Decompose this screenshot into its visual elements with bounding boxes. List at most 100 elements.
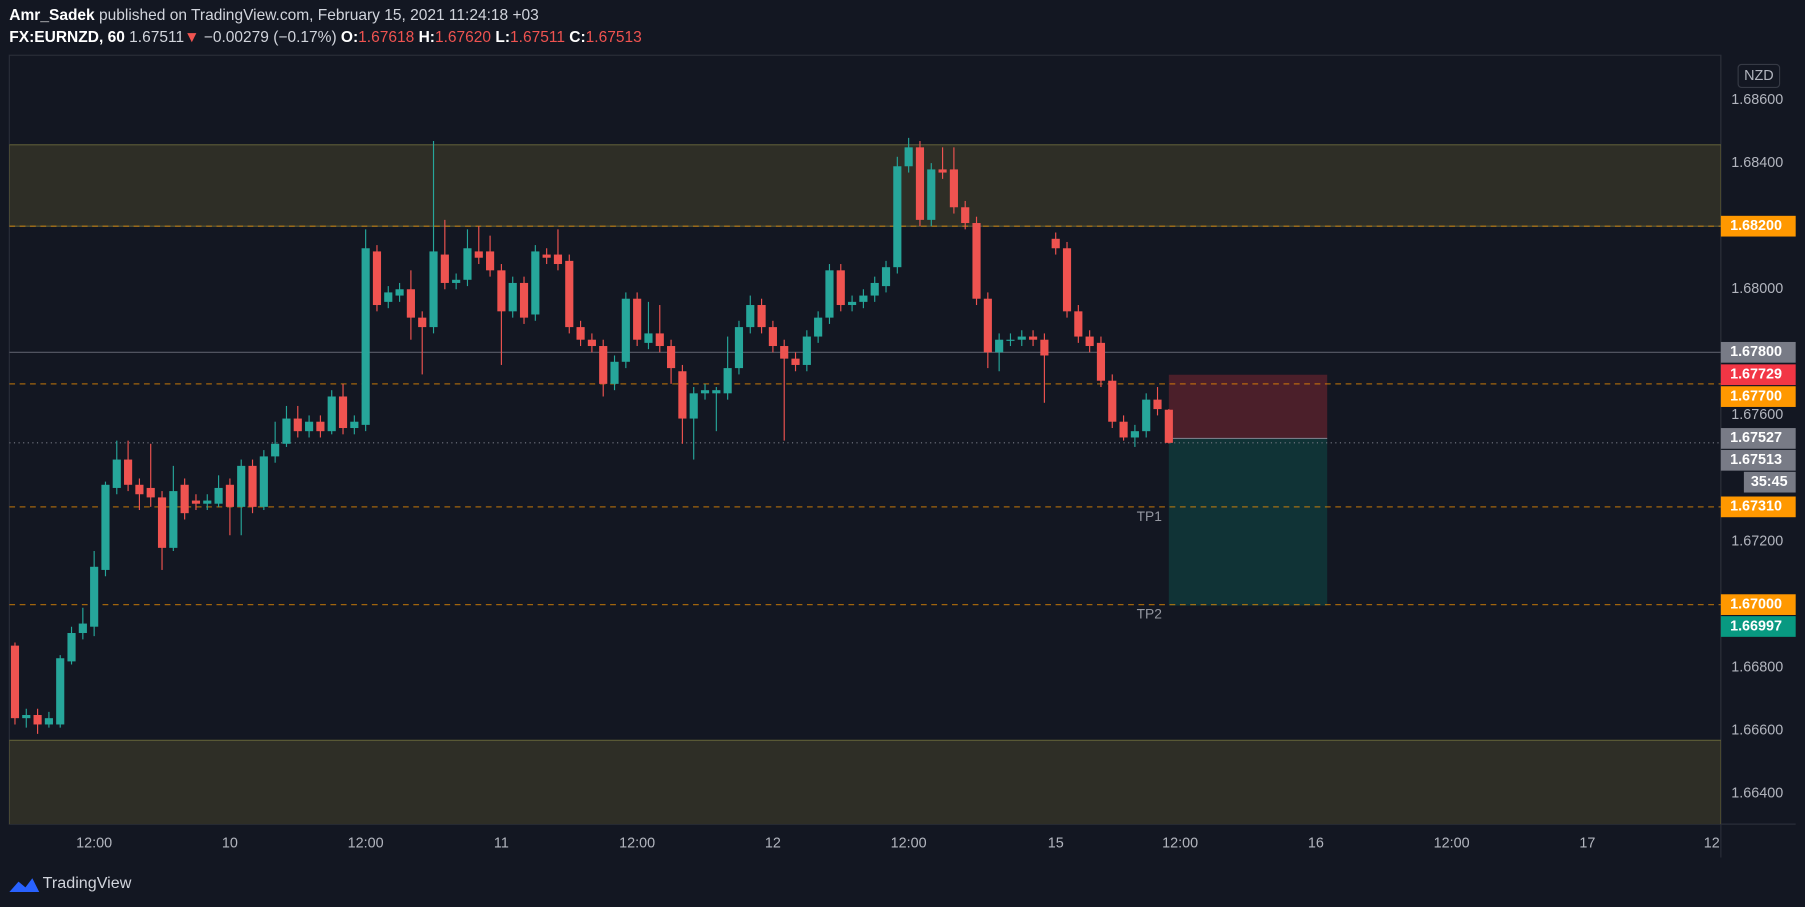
candle-body bbox=[599, 346, 608, 384]
candle-body bbox=[1142, 399, 1151, 432]
candle-body bbox=[361, 248, 370, 425]
price-label: 1.67310 bbox=[1730, 499, 1782, 515]
candle-body bbox=[384, 292, 393, 302]
candle-body bbox=[904, 147, 913, 167]
price-label: 1.67729 bbox=[1730, 367, 1782, 383]
x-tick-label: 10 bbox=[222, 835, 238, 851]
candle-body bbox=[802, 336, 811, 365]
candle-body bbox=[395, 289, 404, 296]
candle-body bbox=[452, 279, 461, 283]
candle-body bbox=[983, 298, 992, 353]
y-tick-label: 1.68400 bbox=[1731, 155, 1783, 171]
currency-box bbox=[1737, 63, 1781, 89]
candle-body bbox=[418, 317, 427, 328]
ohlc-key: L: bbox=[495, 29, 510, 46]
candle-body bbox=[995, 339, 1004, 353]
candle-body bbox=[44, 718, 53, 725]
x-tick-label: 17 bbox=[1579, 835, 1595, 851]
candle-body bbox=[1051, 238, 1060, 249]
symbol: FX:EURNZD, 60 bbox=[9, 29, 125, 46]
x-tick-label: 15 bbox=[1048, 835, 1064, 851]
candle-body bbox=[497, 270, 506, 312]
candle-body bbox=[10, 645, 20, 719]
candle-body bbox=[56, 658, 65, 725]
annotation: TP2 bbox=[1137, 606, 1162, 622]
candle-body bbox=[67, 633, 76, 662]
price-label: 1.67700 bbox=[1730, 388, 1782, 404]
candle-body bbox=[1096, 342, 1106, 381]
footer: TradingView bbox=[43, 874, 132, 892]
candle-body bbox=[225, 484, 234, 507]
ohlc-key: O: bbox=[341, 29, 358, 46]
countdown-bg bbox=[1743, 471, 1796, 493]
candle-body bbox=[723, 368, 732, 394]
change: −0.00279 (−0.17%) bbox=[204, 29, 337, 46]
tradingview-logo bbox=[9, 878, 40, 893]
x-tick-label: 12:00 bbox=[1162, 835, 1198, 851]
stop-zone bbox=[1168, 374, 1328, 439]
ohlc-key: C: bbox=[569, 29, 585, 46]
candle-body bbox=[101, 484, 110, 570]
x-tick-label: 12:00 bbox=[76, 835, 112, 851]
price-label-bg bbox=[1720, 364, 1796, 386]
candle-body bbox=[214, 487, 223, 504]
y-tick-label: 1.68600 bbox=[1731, 92, 1783, 108]
candle-body bbox=[1040, 339, 1049, 356]
candle-body bbox=[791, 358, 800, 365]
arrow: ▼ bbox=[184, 29, 199, 46]
candle-body bbox=[248, 465, 257, 507]
x-tick-label: 12:00 bbox=[1434, 835, 1470, 851]
candle-body bbox=[259, 456, 268, 507]
price-label: 1.68200 bbox=[1730, 218, 1782, 234]
candle-body bbox=[531, 251, 540, 315]
candle-body bbox=[938, 169, 947, 173]
candle-body bbox=[1130, 431, 1139, 438]
symbol-line: FX:EURNZD, 60 1.67511▼ −0.00279 (−0.17%)… bbox=[9, 29, 641, 46]
annotation: TP1 bbox=[1137, 508, 1162, 524]
candle-body bbox=[961, 207, 970, 224]
plot bbox=[9, 137, 1721, 825]
candle-body bbox=[814, 317, 823, 337]
candle-body bbox=[372, 251, 382, 306]
candle-body bbox=[350, 421, 359, 429]
candle-body bbox=[282, 418, 291, 444]
zone bbox=[9, 144, 1721, 227]
candle-body bbox=[169, 491, 178, 548]
published: published on TradingView.com, February 1… bbox=[99, 7, 539, 24]
x-tick-label: 16 bbox=[1308, 835, 1324, 851]
x-tick-label: 12 bbox=[765, 835, 781, 851]
candle-body bbox=[271, 443, 280, 457]
price-label-bg bbox=[1720, 616, 1796, 637]
candle-body bbox=[836, 270, 845, 306]
candle-body bbox=[746, 305, 755, 328]
candle-body bbox=[780, 346, 789, 359]
candle-body bbox=[700, 390, 710, 394]
candle-body bbox=[972, 223, 981, 299]
candle-body bbox=[237, 465, 246, 507]
y-tick-label: 1.67600 bbox=[1731, 407, 1783, 423]
price-label-bg bbox=[1720, 215, 1796, 237]
candle-body bbox=[338, 396, 348, 429]
x-tick-label: 12:00 bbox=[891, 835, 927, 851]
candle-body bbox=[486, 251, 495, 271]
candle-body bbox=[949, 169, 958, 208]
candle-body bbox=[203, 500, 212, 504]
candle-body bbox=[859, 295, 868, 302]
candle-body bbox=[768, 327, 777, 347]
y-tick-label: 1.66400 bbox=[1731, 786, 1783, 802]
candle-body bbox=[1017, 336, 1026, 340]
candle-body bbox=[1119, 421, 1128, 438]
candle-body bbox=[1108, 380, 1117, 422]
candle-body bbox=[1085, 336, 1094, 347]
y-tick-label: 1.67200 bbox=[1731, 533, 1783, 549]
candle-body bbox=[553, 254, 563, 265]
candle-body bbox=[655, 333, 664, 347]
candle-body bbox=[519, 282, 529, 318]
price-label-bg bbox=[1720, 428, 1796, 449]
candle-body bbox=[927, 169, 936, 220]
price-label: 1.67513 bbox=[1730, 452, 1782, 468]
candle-body bbox=[587, 339, 596, 347]
candle-body bbox=[1074, 311, 1083, 337]
candle-body bbox=[305, 421, 314, 432]
candle-body bbox=[633, 298, 642, 340]
